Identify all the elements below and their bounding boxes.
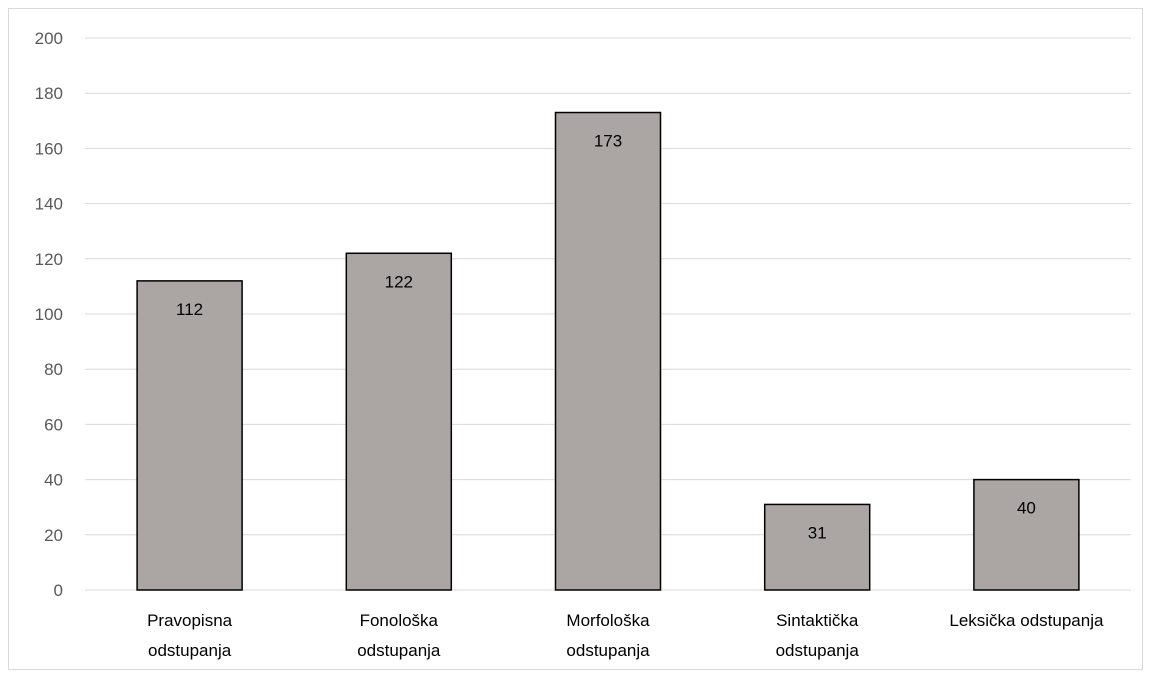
y-tick-label: 120 [35, 250, 63, 269]
data-label: 112 [176, 300, 203, 319]
x-category-label: Pravopisna [147, 611, 233, 630]
y-tick-label: 180 [35, 84, 63, 103]
x-category-label: Leksička odstupanja [949, 611, 1104, 630]
bar [554, 111, 662, 591]
y-tick-label: 80 [44, 360, 63, 379]
data-label: 31 [808, 523, 827, 542]
y-tick-label: 0 [54, 581, 63, 600]
x-category-label: odstupanja [148, 641, 232, 660]
x-category-label: odstupanja [566, 641, 650, 660]
data-label: 173 [594, 132, 622, 151]
y-tick-label: 100 [35, 305, 63, 324]
y-tick-label: 140 [35, 195, 63, 214]
bar [763, 503, 871, 591]
x-category-label: odstupanja [357, 641, 441, 660]
y-tick-label: 160 [35, 139, 63, 158]
y-tick-label: 40 [44, 471, 63, 490]
x-category-label: Fonološka [360, 611, 439, 630]
y-tick-label: 60 [44, 415, 63, 434]
y-tick-label: 200 [35, 29, 63, 48]
y-tick-label: 20 [44, 526, 63, 545]
bar [136, 280, 243, 591]
x-category-label: odstupanja [776, 641, 860, 660]
bar [973, 478, 1080, 591]
data-label: 122 [385, 272, 413, 291]
x-category-label: Morfološka [566, 611, 650, 630]
bar [345, 252, 453, 591]
x-category-label: Sintaktička [776, 611, 859, 630]
data-label: 40 [1017, 499, 1036, 518]
